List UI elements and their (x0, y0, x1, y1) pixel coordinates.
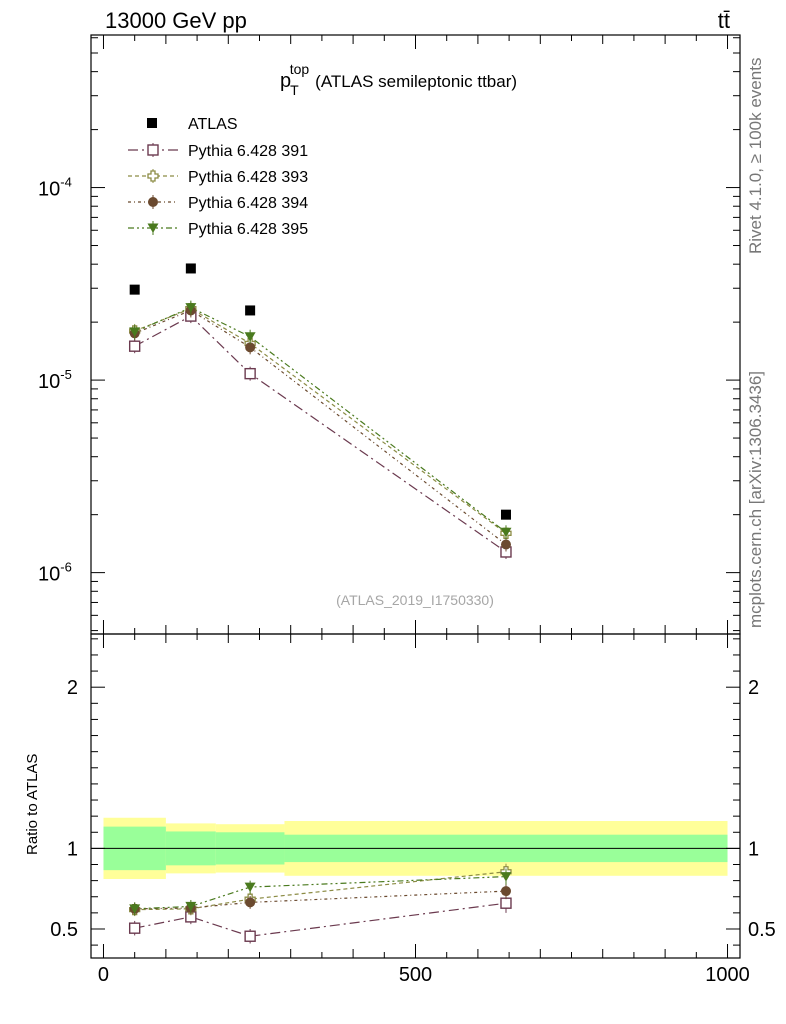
header-process-label: tt̄ (718, 8, 730, 33)
main-series-3-point-0 (129, 327, 141, 337)
ratio-series-3-point-2-shape (244, 882, 256, 893)
main-series-3-point-3 (500, 527, 512, 538)
ratio-series-2-point-3-shape (500, 886, 511, 897)
main-series-line-2 (134, 309, 507, 545)
atlas-point-2 (245, 305, 256, 316)
ratio-panel-background (91, 634, 740, 958)
legend: ATLAS (128, 116, 238, 235)
main-series-2-point-3 (500, 539, 511, 550)
ratio-series-0-point-2 (244, 930, 256, 942)
ratio-ytick-label-right-1: 1 (748, 838, 759, 860)
ratio-ylabel: Ratio to ATLAS (24, 754, 41, 855)
ratio-ytick-label-left-1: 1 (67, 838, 78, 860)
legend-marker-1-shape (147, 170, 159, 182)
main-series-3-point-1-shape (185, 303, 197, 313)
legend-marker-0 (147, 144, 159, 156)
main-ytick-label-2: 10-6 (38, 560, 72, 586)
main-series-0-point-2 (244, 367, 256, 380)
main-series-line-0 (134, 315, 507, 553)
legend-marker-1 (147, 170, 159, 182)
ratio-series-line-0 (134, 902, 507, 937)
legend-label-series-3: Pythia 6.428 395 (188, 221, 308, 238)
main-ytick-label-1: 10-5 (38, 367, 72, 393)
main-series-2-point-3-shape (500, 539, 511, 550)
plot-title: pTtop (ATLAS semileptonic ttbar) (280, 61, 517, 98)
ratio-series-3-point-1-shape (185, 901, 197, 912)
main-ytick-label-base-0: 10 (38, 179, 60, 201)
ratio-ytick-label-left-2: 2 (67, 677, 78, 699)
ratio-ytick-label-left-0: 0.5 (50, 919, 78, 941)
main-series-3-point-2 (244, 332, 256, 342)
ratio-ytick-label-right-2: 2 (748, 677, 759, 699)
atlas-point-0 (129, 284, 140, 295)
xtick-label-2: 1000 (705, 964, 750, 986)
main-panel (91, 35, 740, 634)
main-series-3-point-1 (185, 303, 197, 313)
ratio-series-2-point-2-shape (245, 897, 256, 908)
legend-series-entries (128, 143, 178, 235)
legend-marker-0-shape (147, 144, 159, 156)
legend-label-series-0: Pythia 6.428 391 (188, 143, 308, 160)
ratio-series-0-point-0 (128, 922, 141, 934)
rivet-version-label: Rivet 4.1.0, ≥ 100k events (746, 58, 765, 254)
main-series-3-point-2-shape (244, 332, 256, 342)
ratio-series-2-point-3 (500, 886, 511, 897)
ratio-series-0-point-3 (500, 897, 512, 909)
mcplots-credit-label: mcplots.cern.ch [arXiv:1306.3436] (746, 371, 765, 628)
main-series-line-1 (134, 307, 507, 534)
atlas-point-3 (500, 509, 511, 520)
main-series-3-point-0-shape (129, 327, 141, 337)
ratio-series-0-point-2-shape (244, 930, 256, 942)
ratio-series-0-point-3-shape (500, 897, 512, 909)
main-ytick-label-exp-2: -6 (60, 560, 72, 575)
main-series-2-point-2 (245, 342, 256, 353)
legend-label-series-1: Pythia 6.428 393 (188, 169, 308, 186)
ratio-series-3-point-1 (185, 901, 197, 912)
analysis-watermark: (ATLAS_2019_I1750330) (336, 592, 494, 608)
ratio-series-line-3 (134, 875, 507, 910)
atlas-point-1 (185, 263, 196, 274)
main-series-line-3 (134, 306, 507, 533)
header-energy-label: 13000 GeV pp (105, 8, 247, 33)
main-ytick-label-exp-1: -5 (60, 367, 72, 382)
plot-title-subscript: T (290, 82, 299, 98)
main-series-0-point-2-shape (244, 367, 256, 380)
legend-marker-2 (148, 197, 158, 207)
main-series-0-point-0 (128, 340, 141, 352)
ratio-series-3-point-3-shape (500, 872, 512, 882)
main-ytick-label-0: 10-4 (38, 175, 72, 201)
ratio-ytick-label-right-0: 0.5 (748, 919, 776, 941)
main-series-0-point-0-shape (128, 340, 141, 352)
xtick-label-0: 0 (98, 964, 109, 986)
ratio-series-3-point-3 (500, 872, 512, 882)
ratio-panel (91, 634, 740, 958)
plot-title-superscript: top (290, 61, 310, 77)
main-series-3-point-3-shape (500, 527, 512, 538)
ratio-series-line-1 (134, 871, 507, 911)
main-panel-data (128, 263, 512, 559)
legend-label-series-2: Pythia 6.428 394 (188, 195, 308, 212)
ratio-series-2-point-2 (245, 897, 256, 908)
main-ytick-label-exp-0: -4 (60, 175, 72, 190)
legend-marker-atlas (147, 118, 157, 128)
plot-title-main: p (280, 70, 291, 92)
ratio-panel-data (128, 863, 512, 944)
legend-marker-2-shape (148, 197, 158, 207)
xtick-label-1: 500 (399, 964, 432, 986)
ratio-series-0-point-0-shape (128, 922, 141, 934)
ratio-series-3-point-0 (129, 904, 141, 914)
ratio-series-3-point-2 (244, 882, 256, 893)
ratio-series-3-point-0-shape (129, 904, 141, 914)
main-ytick-label-base-2: 10 (38, 564, 60, 586)
legend-marker-3-shape (147, 223, 159, 233)
legend-marker-3 (147, 223, 159, 233)
plot-title-rest: (ATLAS semileptonic ttbar) (315, 72, 517, 91)
main-ytick-label-base-1: 10 (38, 371, 60, 393)
main-panel-background (91, 35, 740, 634)
main-series-2-point-2-shape (245, 342, 256, 353)
legend-label-atlas: ATLAS (188, 116, 238, 133)
